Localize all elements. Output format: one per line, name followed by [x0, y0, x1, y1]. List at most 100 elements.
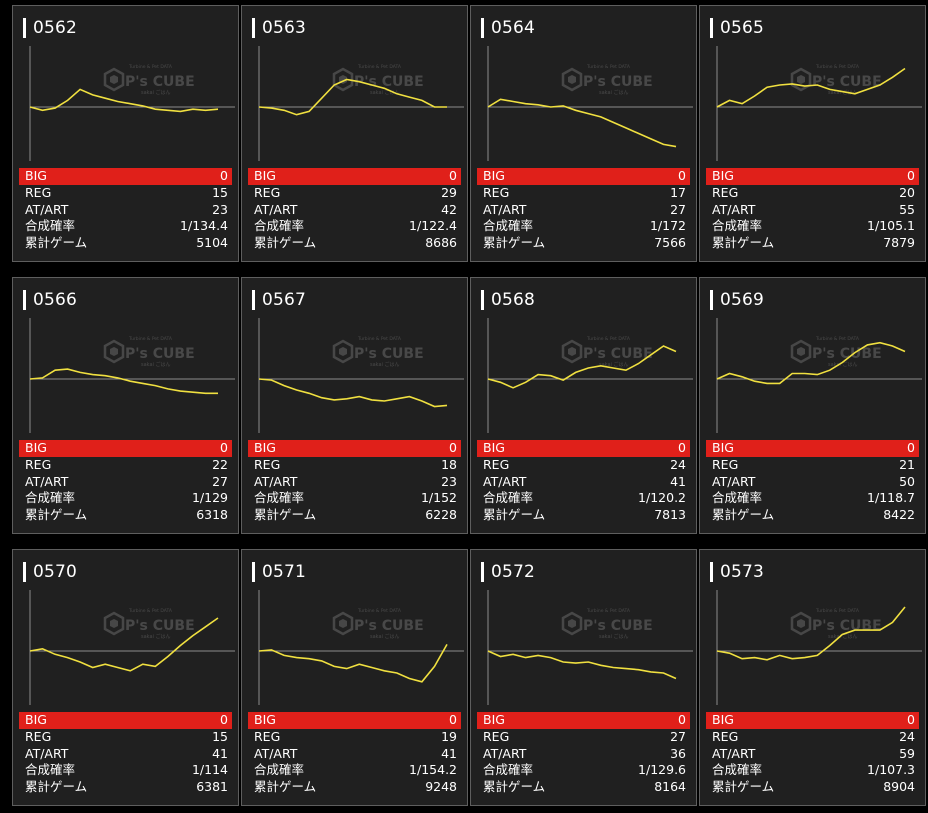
- reg-value: 24: [899, 728, 915, 744]
- combined-prob-value: 1/152: [420, 490, 457, 506]
- reg-row: REG 27: [477, 729, 690, 746]
- total-games-row: 累計ゲーム 8422: [706, 507, 919, 524]
- big-value: 0: [220, 712, 228, 727]
- svg-text:sakai ごはん: sakai ごはん: [370, 361, 400, 368]
- machine-card-0569[interactable]: 0569 P's CUBE Turbine & Pet DATA sakai ご…: [699, 277, 926, 534]
- title-accent-bar: [252, 290, 255, 310]
- combined-prob-value: 1/118.7: [867, 490, 915, 506]
- card-header: 0571: [252, 562, 306, 582]
- svg-text:Turbine & Pet DATA: Turbine & Pet DATA: [357, 336, 402, 342]
- ps-cube-watermark-logo: P's CUBE Turbine & Pet DATA sakai ごはん: [332, 64, 424, 96]
- at-art-row: AT/ART 50: [706, 474, 919, 491]
- ps-cube-watermark-logo: P's CUBE Turbine & Pet DATA sakai ごはん: [561, 64, 653, 96]
- payout-trend-line: [716, 606, 906, 661]
- total-games-row: 累計ゲーム 6228: [248, 507, 461, 524]
- machine-card-0568[interactable]: 0568 P's CUBE Turbine & Pet DATA sakai ご…: [470, 277, 697, 534]
- svg-text:sakai ごはん: sakai ごはん: [141, 633, 171, 640]
- at-art-label: AT/ART: [483, 473, 527, 489]
- at-art-row: AT/ART 27: [477, 202, 690, 219]
- combined-prob-label: 合成確率: [25, 218, 76, 234]
- big-value: 0: [449, 712, 457, 727]
- machine-card-0562[interactable]: 0562 P's CUBE Turbine & Pet DATA sakai ご…: [12, 5, 239, 262]
- payout-graph: P's CUBE Turbine & Pet DATA sakai ごはん: [258, 46, 464, 161]
- machine-card-0565[interactable]: 0565 P's CUBE Turbine & Pet DATA sakai ご…: [699, 5, 926, 262]
- total-games-label: 累計ゲーム: [483, 235, 546, 251]
- big-label: BIG: [25, 168, 47, 183]
- combined-prob-value: 1/129.6: [638, 762, 686, 778]
- total-games-value: 7879: [883, 235, 915, 251]
- title-accent-bar: [710, 18, 713, 38]
- payout-graph: P's CUBE Turbine & Pet DATA sakai ごはん: [487, 46, 693, 161]
- big-row: BIG 0: [477, 168, 690, 185]
- big-value: 0: [220, 440, 228, 455]
- combined-prob-label: 合成確率: [712, 762, 763, 778]
- machine-number: 0569: [720, 290, 765, 310]
- total-games-value: 6318: [196, 507, 228, 523]
- at-art-row: AT/ART 41: [477, 474, 690, 491]
- reg-value: 20: [899, 184, 915, 200]
- ps-cube-watermark-logo: P's CUBE Turbine & Pet DATA sakai ごはん: [332, 608, 424, 640]
- big-value: 0: [678, 712, 686, 727]
- total-games-label: 累計ゲーム: [25, 507, 88, 523]
- machine-card-0572[interactable]: 0572 P's CUBE Turbine & Pet DATA sakai ご…: [470, 549, 697, 806]
- big-label: BIG: [25, 440, 47, 455]
- at-art-value: 55: [899, 201, 915, 217]
- big-label: BIG: [483, 168, 505, 183]
- big-value: 0: [678, 440, 686, 455]
- total-games-value: 5104: [196, 235, 228, 251]
- total-games-label: 累計ゲーム: [254, 779, 317, 795]
- total-games-label: 累計ゲーム: [483, 779, 546, 795]
- total-games-value: 8164: [654, 779, 686, 795]
- svg-text:Turbine & Pet DATA: Turbine & Pet DATA: [815, 336, 860, 342]
- svg-text:sakai ごはん: sakai ごはん: [828, 361, 858, 368]
- stats-table: BIG 0 REG 21 AT/ART 50 合成確率 1/118.7 累計ゲー…: [706, 440, 919, 524]
- ps-cube-watermark-logo: P's CUBE Turbine & Pet DATA sakai ごはん: [103, 336, 195, 368]
- svg-text:P's CUBE: P's CUBE: [812, 74, 882, 90]
- big-label: BIG: [254, 712, 276, 727]
- payout-trend-line: [716, 341, 906, 385]
- at-art-row: AT/ART 23: [19, 202, 232, 219]
- payout-graph: P's CUBE Turbine & Pet DATA sakai ごはん: [258, 318, 464, 433]
- machine-number: 0563: [262, 18, 307, 38]
- machine-card-0571[interactable]: 0571 P's CUBE Turbine & Pet DATA sakai ご…: [241, 549, 468, 806]
- reg-value: 21: [899, 456, 915, 472]
- combined-prob-label: 合成確率: [254, 762, 305, 778]
- big-value: 0: [449, 440, 457, 455]
- big-label: BIG: [483, 440, 505, 455]
- big-row: BIG 0: [248, 168, 461, 185]
- total-games-row: 累計ゲーム 8164: [477, 779, 690, 796]
- ps-cube-watermark-logo: P's CUBE Turbine & Pet DATA sakai ごはん: [103, 64, 195, 96]
- machine-card-0573[interactable]: 0573 P's CUBE Turbine & Pet DATA sakai ご…: [699, 549, 926, 806]
- machine-number: 0562: [33, 18, 78, 38]
- machine-card-0566[interactable]: 0566 P's CUBE Turbine & Pet DATA sakai ご…: [12, 277, 239, 534]
- payout-trend-line: [487, 98, 677, 148]
- at-art-value: 27: [670, 201, 686, 217]
- at-art-row: AT/ART 59: [706, 746, 919, 763]
- payout-trend-line: [258, 378, 448, 408]
- svg-text:P's CUBE: P's CUBE: [354, 618, 424, 634]
- payout-trend-line: [258, 78, 447, 116]
- combined-prob-label: 合成確率: [712, 490, 763, 506]
- machine-number: 0565: [720, 18, 765, 38]
- payout-trend-line: [29, 617, 219, 672]
- reg-value: 18: [441, 456, 457, 472]
- combined-prob-label: 合成確率: [483, 490, 534, 506]
- payout-graph: P's CUBE Turbine & Pet DATA sakai ごはん: [487, 590, 693, 705]
- total-games-label: 累計ゲーム: [483, 507, 546, 523]
- machine-card-0570[interactable]: 0570 P's CUBE Turbine & Pet DATA sakai ご…: [12, 549, 239, 806]
- machine-card-0563[interactable]: 0563 P's CUBE Turbine & Pet DATA sakai ご…: [241, 5, 468, 262]
- card-header: 0564: [481, 18, 535, 38]
- svg-text:Turbine & Pet DATA: Turbine & Pet DATA: [357, 608, 402, 614]
- at-art-value: 23: [441, 473, 457, 489]
- big-label: BIG: [712, 168, 734, 183]
- combined-prob-row: 合成確率 1/134.4: [19, 218, 232, 235]
- machine-card-0564[interactable]: 0564 P's CUBE Turbine & Pet DATA sakai ご…: [470, 5, 697, 262]
- combined-prob-row: 合成確率 1/118.7: [706, 490, 919, 507]
- machine-card-0567[interactable]: 0567 P's CUBE Turbine & Pet DATA sakai ご…: [241, 277, 468, 534]
- total-games-label: 累計ゲーム: [254, 507, 317, 523]
- svg-text:Turbine & Pet DATA: Turbine & Pet DATA: [128, 608, 173, 614]
- stats-table: BIG 0 REG 20 AT/ART 55 合成確率 1/105.1 累計ゲー…: [706, 168, 919, 252]
- combined-prob-row: 合成確率 1/122.4: [248, 218, 461, 235]
- combined-prob-row: 合成確率 1/129.6: [477, 762, 690, 779]
- stats-table: BIG 0 REG 15 AT/ART 23 合成確率 1/134.4 累計ゲー…: [19, 168, 232, 252]
